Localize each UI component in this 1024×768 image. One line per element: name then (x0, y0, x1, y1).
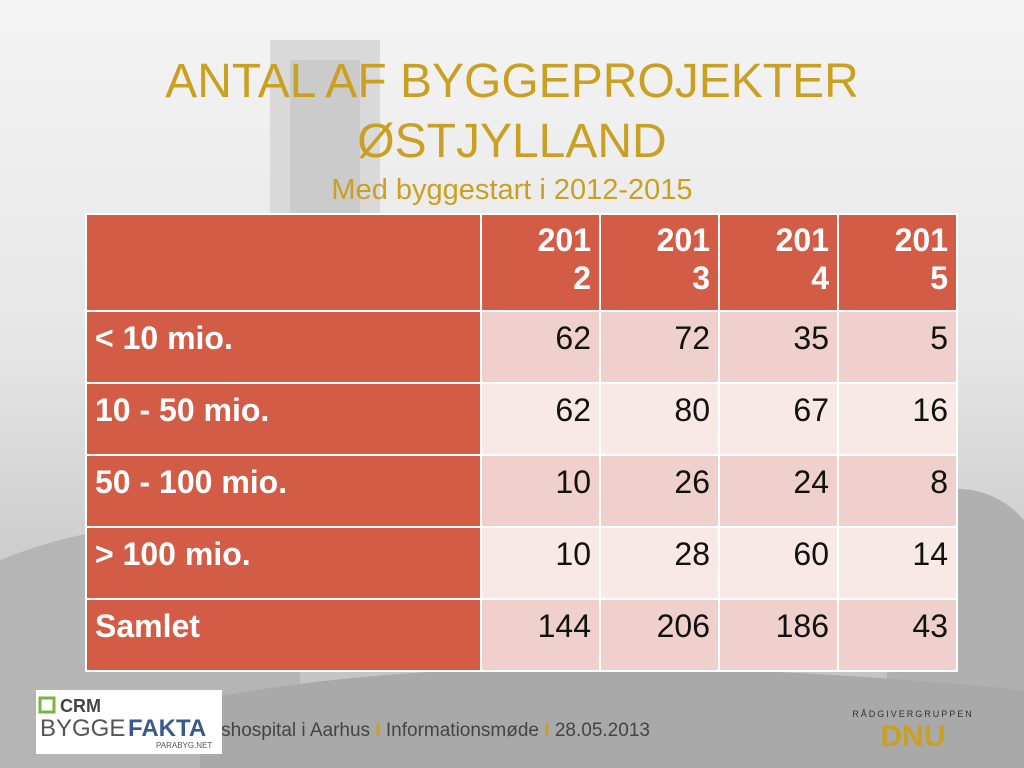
row-label: Samlet (85, 598, 482, 672)
cell: 10 (480, 454, 601, 528)
logo-text: FAKTA (128, 715, 206, 742)
row-label: 10 - 50 mio. (85, 382, 482, 456)
separator: I (544, 720, 550, 741)
cell: 62 (480, 310, 601, 384)
cell: 35 (718, 310, 839, 384)
subtitle: Med byggestart i 2012-2015 (331, 174, 693, 206)
footer-text: tetshospital i Aarhus (200, 720, 371, 741)
title: ANTAL AF BYGGEPROJEKTER ØSTJYLLAND (0, 52, 1024, 172)
table: 2012 2013 2014 2015 < 10 mio. 62 72 35 5 10 - 50 … (85, 213, 958, 672)
row-label: < 10 mio. (85, 310, 482, 384)
logo-text: PARABYG.NET (156, 741, 212, 750)
cell: 186 (718, 598, 839, 672)
table-row: Samlet 144 206 186 43 (85, 598, 958, 672)
title-line: ØSTJYLLAND (357, 115, 667, 168)
year: 2015 (894, 222, 948, 296)
cell: 60 (718, 526, 839, 600)
header-cell: 2013 (599, 213, 720, 312)
cell: 16 (837, 382, 958, 456)
cell: 24 (718, 454, 839, 528)
cell: 80 (599, 382, 720, 456)
cell: 8 (837, 454, 958, 528)
cell: 206 (599, 598, 720, 672)
cell: 5 (837, 310, 958, 384)
dnu-logo: RÅDGIVERGRUPPEN DNU (852, 709, 974, 748)
logo-text: DNU (881, 720, 946, 748)
logo-text: RÅDGIVERGRUPPEN (852, 709, 974, 719)
cell: 67 (718, 382, 839, 456)
header-cell: 2014 (718, 213, 839, 312)
year: 2012 (537, 222, 591, 296)
table-row: 50 - 100 mio. 10 26 24 8 (85, 454, 958, 528)
table-row: < 10 mio. 62 72 35 5 (85, 310, 958, 384)
year: 2013 (656, 222, 710, 296)
header-cell (85, 213, 482, 312)
crm-logo: CRM BYGGE FAKTA PARABYG.NET (36, 690, 222, 754)
cell: 14 (837, 526, 958, 600)
cell: 43 (837, 598, 958, 672)
separator: I (375, 720, 381, 741)
footer-text: Informationsmøde (385, 720, 540, 741)
cell: 72 (599, 310, 720, 384)
header-cell: 2015 (837, 213, 958, 312)
cell: 62 (480, 382, 601, 456)
header-cell: 2012 (480, 213, 601, 312)
logo-text: CRM (60, 696, 101, 716)
year: 2014 (775, 222, 829, 296)
logo-text: BYGGE (40, 715, 125, 742)
table-row: 10 - 50 mio. 62 80 67 16 (85, 382, 958, 456)
header-row: 2012 2013 2014 2015 (85, 213, 958, 312)
cell: 26 (599, 454, 720, 528)
logo-icon (38, 696, 56, 714)
cell: 28 (599, 526, 720, 600)
cell: 144 (480, 598, 601, 672)
row-label: 50 - 100 mio. (85, 454, 482, 528)
cell: 10 (480, 526, 601, 600)
row-label: > 100 mio. (85, 526, 482, 600)
footer-text: 28.05.2013 (554, 720, 650, 741)
table-row: > 100 mio. 10 28 60 14 (85, 526, 958, 600)
title-line: ANTAL AF BYGGEPROJEKTER (165, 55, 859, 108)
footer: tetshospital i Aarhus I Informationsmøde… (200, 720, 650, 742)
